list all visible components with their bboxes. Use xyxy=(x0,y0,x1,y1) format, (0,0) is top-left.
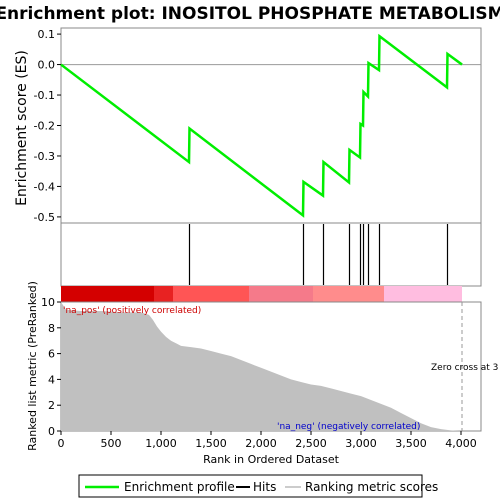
color-bar-segment xyxy=(249,286,313,302)
xtick-label: 3,500 xyxy=(395,437,427,450)
es-y-axis-label: Enrichment score (ES) xyxy=(14,50,30,206)
es-ytick-label: 0.0 xyxy=(38,59,56,72)
chart-title: Enrichment plot: INOSITOL PHOSPHATE META… xyxy=(0,4,500,24)
x-axis-label: Rank in Ordered Dataset xyxy=(203,453,340,466)
es-ytick-label: -0.1 xyxy=(34,89,55,102)
xtick-label: 1,000 xyxy=(145,437,177,450)
es-y-ticks: 0.1 0.0 -0.1 -0.2 -0.3 -0.4 -0.5 xyxy=(34,28,61,224)
color-bar-segment xyxy=(173,286,249,302)
es-ytick-label: -0.5 xyxy=(34,211,55,224)
es-ytick-label: -0.2 xyxy=(34,120,55,133)
x-ticks: 0 500 1,000 1,500 2,000 2,500 3,000 3,500 4,000 xyxy=(58,431,477,450)
es-ytick-label: -0.3 xyxy=(34,150,55,163)
metric-ytick-label: 6 xyxy=(48,348,55,361)
xtick-label: 3,000 xyxy=(345,437,377,450)
es-ytick-label: 0.1 xyxy=(38,28,56,41)
xtick-label: 4,000 xyxy=(445,437,477,450)
metric-ytick-label: 8 xyxy=(48,322,55,335)
neg-correlated-label: 'na_neg' (negatively correlated) xyxy=(277,422,420,432)
metric-y-ticks: 0 2 4 6 8 10 xyxy=(41,296,61,438)
legend-hits-label: Hits xyxy=(253,480,276,494)
color-bar-segment xyxy=(154,286,173,302)
ranking-metric-area xyxy=(61,302,461,431)
color-bar-segment xyxy=(313,286,384,302)
zero-cross-label: Zero cross at 3 xyxy=(431,363,498,373)
es-ytick-label: -0.4 xyxy=(34,180,55,193)
color-bar-segment xyxy=(61,286,154,302)
pos-correlated-label: 'na_pos' (positively correlated) xyxy=(63,306,201,316)
legend-metric-label: Ranking metric scores xyxy=(305,480,438,494)
hits-group xyxy=(188,224,449,285)
ranking-color-bar xyxy=(61,286,462,302)
es-panel xyxy=(60,27,482,224)
metric-ytick-label: 4 xyxy=(48,373,55,386)
metric-y-axis-label: Ranked list metric (PreRanked) xyxy=(26,281,39,451)
xtick-label: 500 xyxy=(101,437,122,450)
metric-ytick-label: 10 xyxy=(41,296,55,309)
color-bar-segment xyxy=(384,286,462,302)
xtick-label: 2,500 xyxy=(295,437,327,450)
legend-box xyxy=(78,474,423,498)
hits-panel xyxy=(60,222,482,287)
xtick-label: 2,000 xyxy=(245,437,277,450)
xtick-label: 1,500 xyxy=(195,437,227,450)
metric-ytick-label: 2 xyxy=(48,399,55,412)
metric-ytick-label: 0 xyxy=(48,425,55,438)
legend-enrichment-label: Enrichment profile xyxy=(124,480,235,494)
xtick-label: 0 xyxy=(58,437,65,450)
enrichment-profile-line xyxy=(60,33,463,218)
